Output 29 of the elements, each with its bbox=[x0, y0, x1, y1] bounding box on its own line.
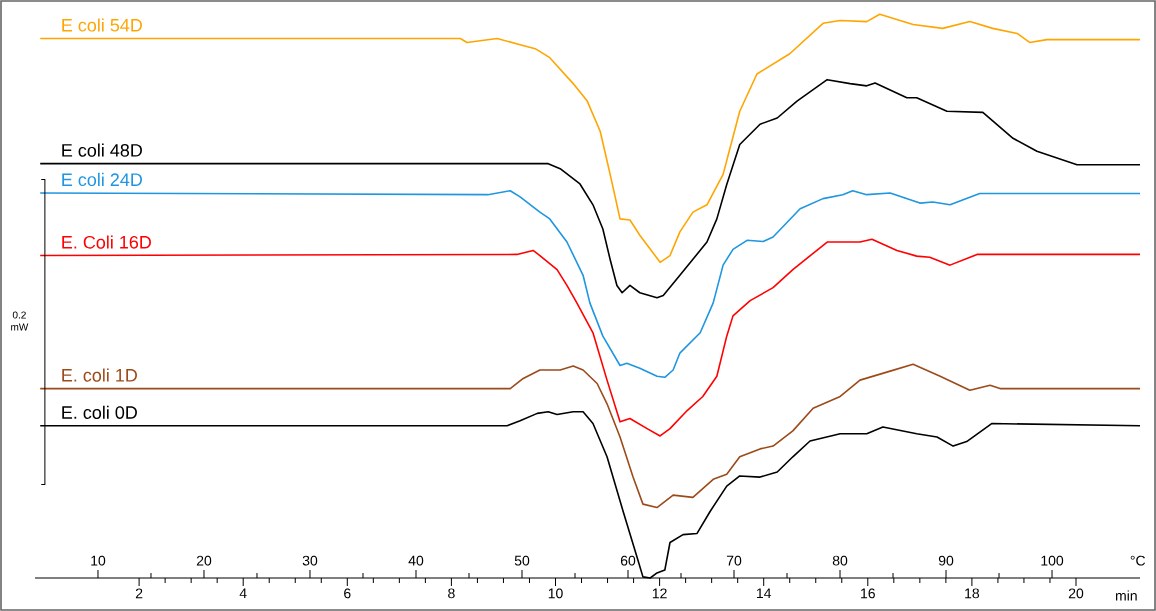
series-label: E coli 48D bbox=[62, 143, 142, 157]
x-tick-label: 4 bbox=[239, 588, 247, 599]
x-tick-label: 12 bbox=[652, 588, 667, 599]
series-label: E coli 24D bbox=[62, 172, 142, 187]
x-tick-label: 14 bbox=[756, 588, 772, 599]
x-tick-label: 20 bbox=[1068, 588, 1084, 599]
x-tick-label: 6 bbox=[344, 588, 351, 599]
x-tick-label: 8 bbox=[448, 588, 455, 599]
x2-tick-label: 30 bbox=[302, 555, 318, 566]
x2-tick-label: 90 bbox=[938, 555, 954, 566]
x-tick-label: 2 bbox=[135, 588, 143, 599]
x2-tick-label: 80 bbox=[832, 555, 848, 566]
series-label: E. coli 1D bbox=[62, 368, 137, 382]
x-tick-label: 10 bbox=[548, 588, 563, 599]
series-label: E. Coli 16D bbox=[62, 235, 151, 249]
x2-tick-label: 100 bbox=[1041, 555, 1064, 566]
x2-tick-label: 40 bbox=[408, 555, 424, 566]
x2-axis-title: °C bbox=[1130, 555, 1146, 566]
x2-tick-label: 60 bbox=[620, 555, 636, 566]
text: 0.2 mW bbox=[11, 311, 29, 331]
series-label: E. coli 0D bbox=[62, 405, 137, 419]
x2-tick-label: 50 bbox=[514, 555, 530, 566]
x2-tick-label: 10 bbox=[91, 555, 106, 566]
x-tick-label: 18 bbox=[965, 588, 980, 599]
x-axis-title: min bbox=[1116, 590, 1137, 601]
series-label: E coli 54D bbox=[62, 18, 142, 32]
x2-tick-label: 70 bbox=[726, 555, 742, 566]
x2-tick-label: 20 bbox=[196, 555, 212, 566]
x-tick-label: 16 bbox=[861, 588, 875, 599]
